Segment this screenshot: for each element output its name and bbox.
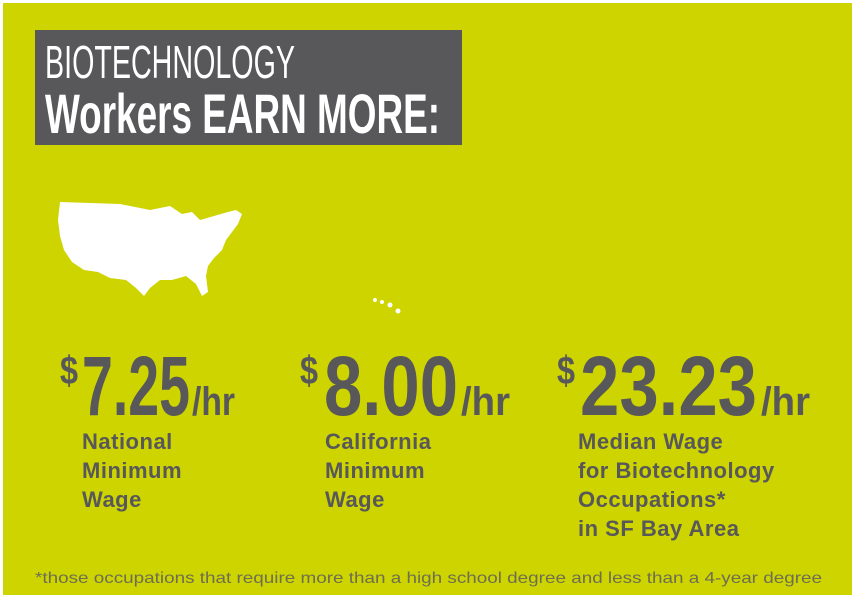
wage-unit: /hr (761, 380, 810, 424)
wage-unit: /hr (192, 380, 235, 424)
wage-unit: /hr (461, 380, 510, 424)
wage-description: Minimum (325, 458, 425, 483)
wage-description: in SF Bay Area (578, 516, 740, 541)
wage-description: Wage (82, 487, 142, 512)
title-line1: BIOTECHNOLOGY (45, 36, 295, 88)
wage-amount: 23.23 (580, 339, 757, 433)
footnote: *those occupations that require more tha… (35, 570, 822, 587)
wage-amount: 8.00 (324, 339, 458, 433)
title-box (35, 30, 462, 145)
wage-description: National (82, 429, 173, 454)
currency-symbol: $ (557, 349, 575, 393)
us-map (58, 202, 401, 314)
currency-symbol: $ (60, 349, 78, 393)
wage-description: for Biotechnology (578, 458, 775, 483)
wage-description: California (325, 429, 432, 454)
wage-description: Occupations* (578, 487, 726, 512)
wage-amount: 7.25 (82, 339, 190, 433)
wage-description: Minimum (82, 458, 182, 483)
wage-description: Wage (325, 487, 385, 512)
currency-symbol: $ (300, 349, 318, 393)
wage-description: Median Wage (578, 429, 723, 454)
title-line2: Workers EARN MORE: (45, 82, 440, 145)
